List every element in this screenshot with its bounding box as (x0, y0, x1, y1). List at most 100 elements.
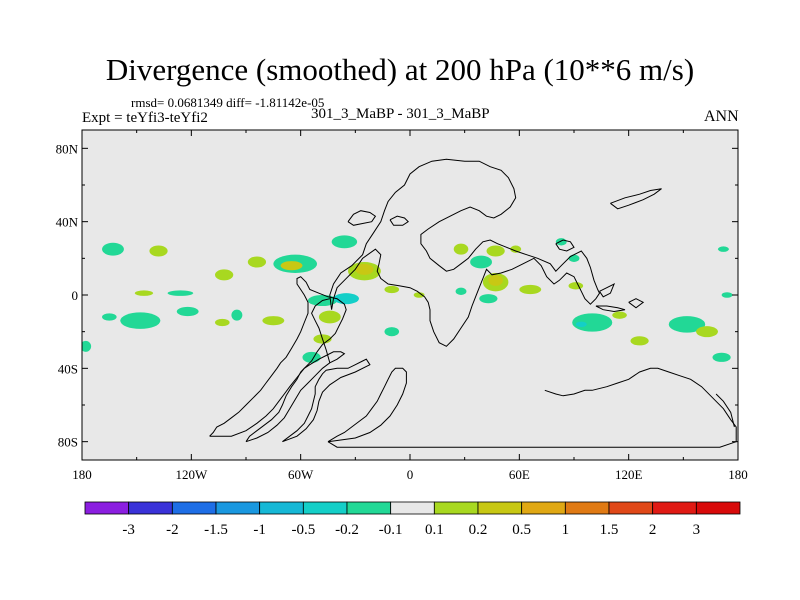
stats-text: rmsd= 0.0681349 diff= -1.81142e-05 (131, 95, 325, 110)
field-region-23 (302, 351, 321, 363)
colorbar-box-4 (259, 501, 304, 515)
colorbar-box-9 (477, 501, 523, 515)
field-region-35 (568, 254, 580, 262)
colorbar-label-0: -3 (122, 522, 135, 538)
x-tick-label-3: 0 (407, 467, 414, 482)
field-region-36 (568, 282, 584, 290)
coastline-3 (327, 367, 407, 443)
coastline-14 (715, 393, 735, 428)
field-region-26 (453, 243, 469, 255)
case-label: 301_3_MaBP - 301_3_MaBP (311, 106, 490, 122)
colorbar-label-9: 0.5 (512, 522, 531, 538)
field-region-17 (176, 306, 199, 317)
field-region-14 (318, 310, 341, 324)
field-region-19 (231, 309, 243, 321)
coastline-7 (389, 215, 409, 226)
colorbar-box-10 (521, 501, 566, 515)
colorbar-box-13 (652, 501, 697, 515)
x-tick-label-2: 60W (288, 467, 314, 482)
field-region-27 (470, 255, 493, 269)
expt-label: Expt = teYfi3-teYfi2 (82, 110, 208, 126)
y-tick-label-3: 40S (58, 361, 78, 376)
season-label: ANN (704, 108, 739, 125)
field-region-2 (134, 290, 154, 296)
field-region-8 (331, 235, 358, 249)
y-tick-label-4: 80S (58, 435, 78, 450)
field-region-32 (455, 287, 467, 296)
field-region-28 (486, 245, 505, 257)
field-region-31 (488, 274, 503, 286)
field-region-5 (247, 256, 267, 268)
field-region-39 (575, 321, 587, 328)
coastline-11 (595, 305, 626, 313)
colorbar-label-12: 2 (649, 522, 657, 538)
field-region-18 (215, 318, 230, 327)
colorbar-label-11: 1.5 (600, 522, 619, 538)
field-region-22 (82, 340, 92, 352)
field-region-0 (102, 242, 124, 256)
coastline-2 (282, 358, 371, 443)
field-region-41 (630, 336, 649, 346)
field-region-43 (696, 326, 718, 338)
colorbar-label-6: -0.1 (379, 522, 403, 538)
x-tick-label-1: 120W (175, 467, 208, 482)
field-region-3 (167, 290, 194, 296)
colorbar-label-1: -2 (166, 522, 179, 538)
colorbar-label-13: 3 (693, 522, 701, 538)
field-region-16 (120, 312, 161, 329)
colorbar-label-5: -0.2 (335, 522, 359, 538)
y-tick-label-1: 40N (56, 215, 79, 230)
coastline-8 (610, 188, 662, 210)
field-region-44 (712, 352, 731, 362)
colorbar-label-3: -1 (253, 522, 266, 538)
x-tick-label-5: 120E (615, 467, 643, 482)
colorbar-label-4: -0.5 (291, 522, 315, 538)
coastlines (209, 158, 737, 448)
x-tick-label-0: 180 (72, 467, 92, 482)
colorbar-box-5 (302, 501, 348, 515)
coastline-0 (209, 276, 347, 437)
coastline-9 (555, 239, 575, 252)
divergence-field (82, 235, 733, 363)
colorbar-box-14 (695, 501, 741, 515)
y-axis: 80N 40N 0 40S 80S (56, 141, 738, 450)
chart-title: Divergence (smoothed) at 200 hPa (10**6 … (105, 52, 695, 87)
field-region-1 (149, 245, 168, 257)
colorbar-label-8: 0.2 (469, 522, 488, 538)
field-region-38 (572, 313, 613, 332)
field-region-33 (479, 294, 498, 304)
colorbar-box-8 (433, 501, 479, 515)
coastline-10 (599, 282, 616, 298)
coastline-5 (329, 158, 601, 347)
plot-area (82, 130, 738, 460)
field-region-20 (262, 316, 285, 326)
coastline-1 (245, 351, 346, 443)
x-tick-label-6: 180 (728, 467, 748, 482)
colorbar-box-2 (171, 501, 217, 515)
field-region-4 (215, 269, 234, 281)
coastline-13 (327, 367, 737, 448)
field-region-45 (717, 246, 729, 252)
x-axis: 180 120W 60W 0 60E 120E 180 (72, 130, 748, 482)
field-region-40 (612, 311, 627, 319)
colorbar-box-11 (564, 501, 610, 515)
colorbar-label-7: 0.1 (425, 522, 444, 538)
field-region-13 (333, 293, 359, 305)
field-region-10 (355, 263, 374, 275)
field-region-46 (721, 292, 733, 298)
colorbar-box-6 (346, 501, 392, 515)
x-tick-label-4: 60E (509, 467, 530, 482)
field-region-25 (413, 292, 425, 298)
coastline-6 (347, 210, 377, 226)
colorbar: -3 -2 -1.5 -1 -0.5 -0.2 -0.1 0.1 0.2 0.5 1 1.5 2 3 (84, 501, 741, 538)
colorbar-label-2: -1.5 (204, 522, 228, 538)
field-region-24 (384, 327, 400, 337)
colorbar-box-7 (390, 501, 435, 515)
field-region-42 (668, 316, 706, 333)
colorbar-box-1 (128, 501, 173, 515)
field-region-7 (280, 261, 303, 271)
y-tick-label-2: 0 (72, 288, 79, 303)
field-region-37 (555, 238, 567, 246)
field-region-29 (510, 245, 522, 253)
colorbar-box-3 (215, 501, 261, 515)
